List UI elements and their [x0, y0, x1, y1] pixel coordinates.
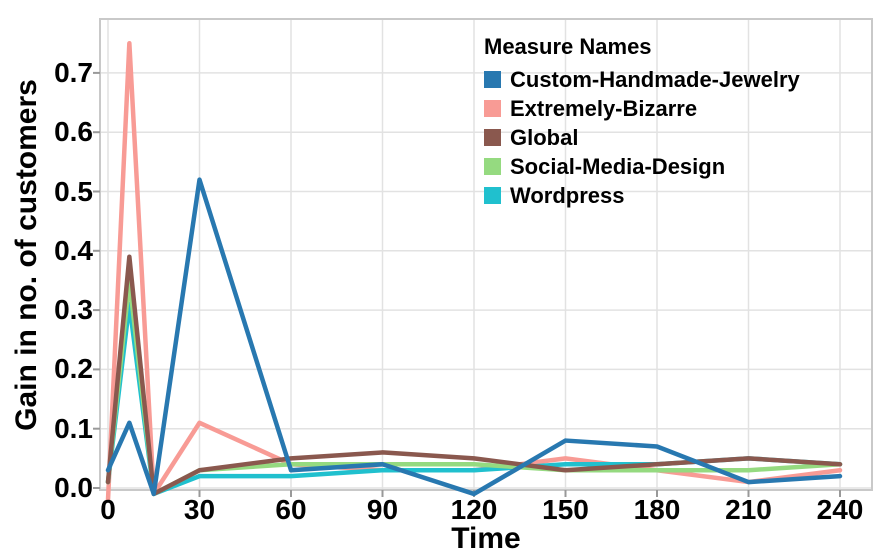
- x-tick-label: 180: [633, 494, 681, 525]
- y-tick-label: 0.0: [54, 472, 93, 503]
- legend-item-global[interactable]: Global: [484, 123, 800, 152]
- x-tick-label: 210: [725, 494, 772, 525]
- x-tick-label: 60: [275, 494, 307, 525]
- x-tick-label: 0: [100, 494, 116, 525]
- x-tick-label: 240: [816, 494, 864, 525]
- x-axis-title: Time: [451, 522, 521, 555]
- x-tick-label: 150: [542, 494, 589, 525]
- legend-item-label: Global: [510, 124, 579, 150]
- legend-swatch: [484, 187, 501, 204]
- legend-item-custom-handmade-jewelry[interactable]: Custom-Handmade-Jewelry: [484, 65, 800, 94]
- y-tick-label: 0.6: [54, 116, 93, 148]
- legend-title: Measure Names: [484, 34, 652, 59]
- series-line-global[interactable]: [105, 254, 843, 497]
- y-tick-label: 0.4: [54, 234, 93, 266]
- series-lines: [105, 41, 843, 503]
- x-tick-label: 120: [450, 494, 498, 525]
- legend-item-label: Custom-Handmade-Jewelry: [510, 66, 800, 92]
- x-tick-label: 30: [183, 494, 216, 525]
- legend: Measure Names Custom-Handmade-Jewelry Ext…: [484, 34, 800, 210]
- legend-item-extremely-bizarre[interactable]: Extremely-Bizarre: [484, 94, 800, 123]
- y-tick-label: 0.5: [54, 175, 93, 207]
- legend-item-label: Extremely-Bizarre: [510, 95, 698, 121]
- legend-item-social-media-design[interactable]: Social-Media-Design: [484, 152, 800, 181]
- series-line-custom-handmade-jewelry[interactable]: [105, 177, 843, 497]
- legend-swatch: [484, 129, 501, 146]
- legend-swatch: [484, 158, 501, 175]
- legend-item-wordpress[interactable]: Wordpress: [484, 181, 800, 210]
- legend-items: Custom-Handmade-Jewelry Extremely-Bizarre…: [484, 65, 800, 210]
- y-tick-label: 0.2: [54, 353, 93, 385]
- legend-swatch: [484, 71, 501, 88]
- legend-swatch: [484, 100, 501, 117]
- plot-border: [99, 18, 873, 491]
- y-tick-label: 0.1: [54, 412, 93, 444]
- legend-item-label: Social-Media-Design: [510, 153, 726, 179]
- y-tick-label: 0.7: [54, 56, 93, 88]
- y-tick-label: 0.3: [54, 294, 93, 326]
- x-tick-label: 90: [366, 494, 399, 525]
- legend-item-label: Wordpress: [510, 182, 625, 208]
